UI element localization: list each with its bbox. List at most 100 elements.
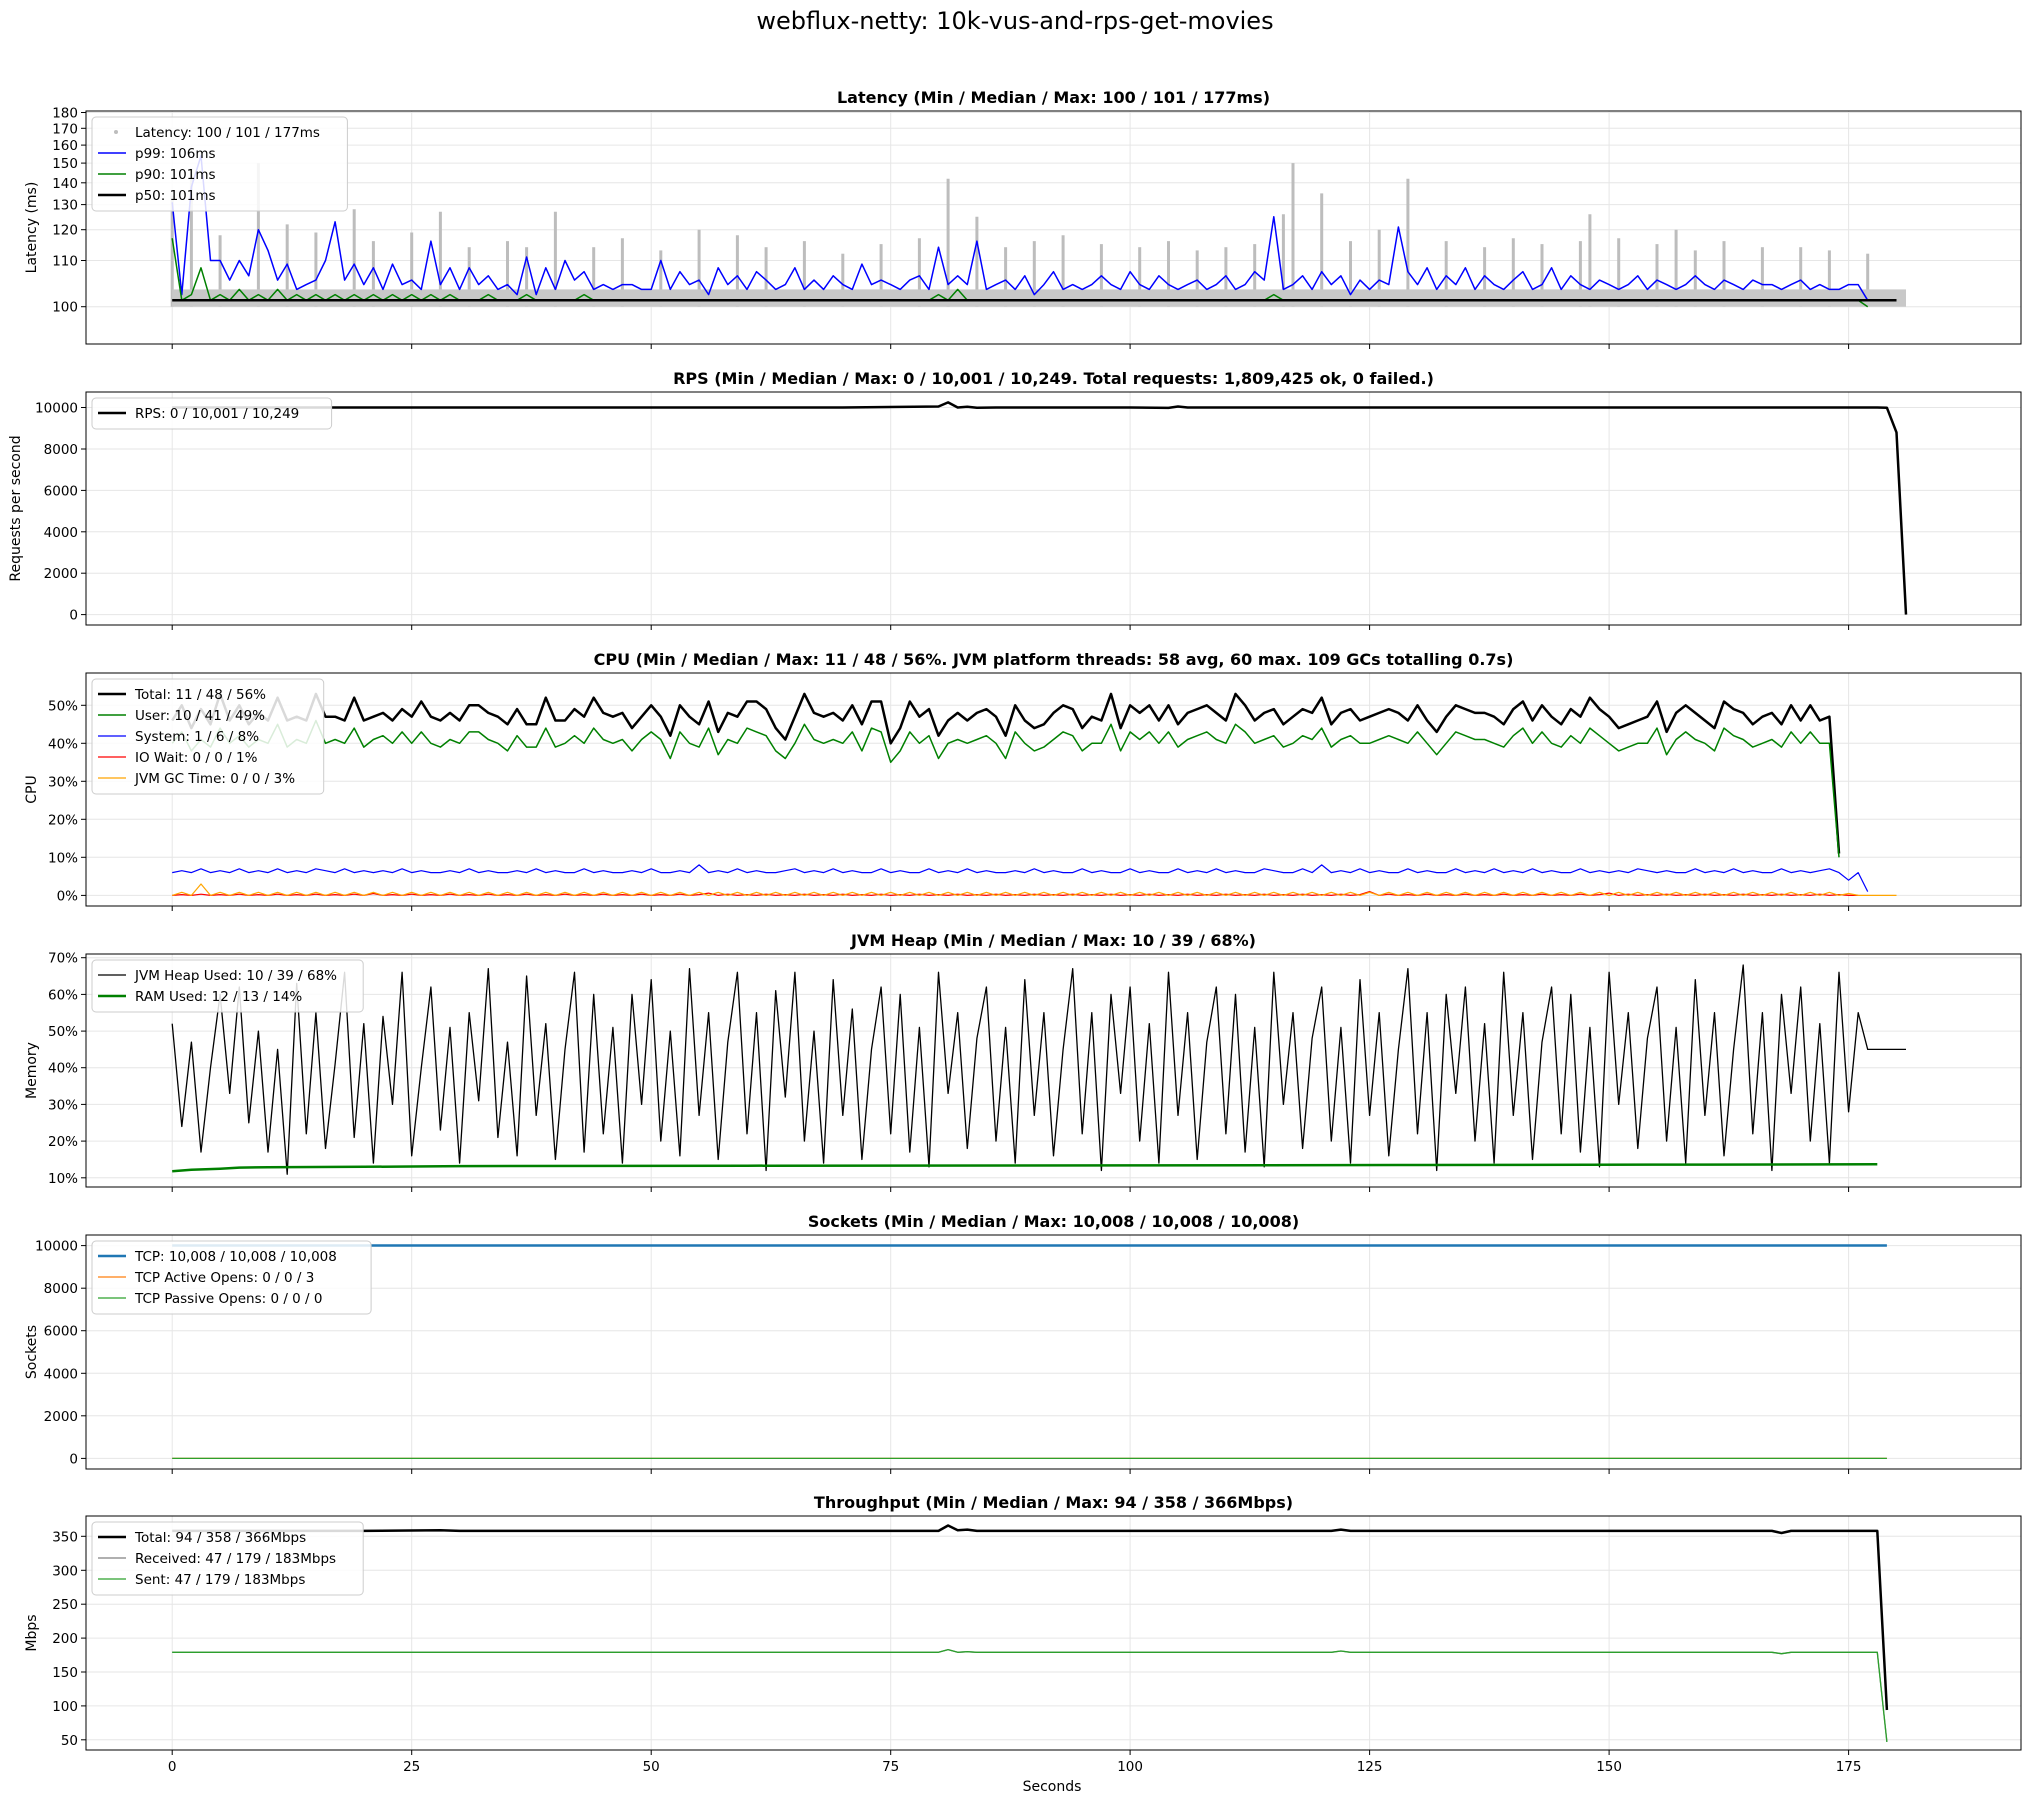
panel-title: JVM Heap (Min / Median / Max: 10 / 39 / … xyxy=(850,931,1256,950)
y-tick-label: 70% xyxy=(48,951,78,967)
legend-label: p50: 101ms xyxy=(135,188,216,204)
y-tick-label: 0% xyxy=(57,888,79,904)
x-axis-label: Seconds xyxy=(1023,1779,1082,1795)
y-tick-label: 100 xyxy=(52,1699,78,1715)
axes-frame xyxy=(85,1234,2022,1470)
x-tick-label: 175 xyxy=(1836,1759,1862,1775)
x-tick-label: 125 xyxy=(1357,1759,1383,1775)
y-tick-label: 0 xyxy=(69,1451,78,1467)
axes-frame xyxy=(85,953,2022,1188)
y-tick-label: 50 xyxy=(61,1733,78,1749)
x-tick-label: 100 xyxy=(1117,1759,1143,1775)
legend-label: Total: 94 / 358 / 366Mbps xyxy=(134,1530,306,1546)
series-line-4 xyxy=(172,883,1897,897)
y-tick-label: 160 xyxy=(52,138,78,154)
y-tick-label: 6000 xyxy=(44,1324,78,1340)
y-tick-label: 40% xyxy=(48,1061,78,1077)
y-tick-label: 120 xyxy=(52,223,78,239)
y-tick-label: 30% xyxy=(48,1097,78,1113)
series-line-1 xyxy=(171,155,1869,301)
legend-label: Sent: 47 / 179 / 183Mbps xyxy=(135,1572,305,1588)
legend-marker xyxy=(114,130,118,134)
panel-title: Latency (Min / Median / Max: 100 / 101 /… xyxy=(837,88,1270,107)
legend-label: JVM GC Time: 0 / 0 / 3% xyxy=(134,771,295,787)
y-axis-label: CPU xyxy=(24,775,40,803)
series-line-2 xyxy=(172,864,1869,892)
legend-box xyxy=(91,1240,372,1315)
x-tick-label: 0 xyxy=(168,1759,177,1775)
y-tick-label: 40% xyxy=(48,736,78,752)
x-tick-label: 50 xyxy=(643,1759,660,1775)
series-line-0 xyxy=(172,1524,1889,1711)
series-line-0 xyxy=(172,401,1908,615)
legend: Total: 94 / 358 / 366Mbps Received: 47 / … xyxy=(91,1521,364,1596)
legend: JVM Heap Used: 10 / 39 / 68% RAM Used: 12… xyxy=(91,959,364,1013)
legend: RPS: 0 / 10,001 / 10,249 xyxy=(91,397,333,430)
figure-title: webflux-netty: 10k-vus-and-rps-get-movie… xyxy=(756,7,1273,35)
legend-label: RPS: 0 / 10,001 / 10,249 xyxy=(135,406,299,422)
y-tick-label: 10000 xyxy=(35,401,78,417)
legend-box xyxy=(91,678,325,795)
y-tick-label: 130 xyxy=(52,198,78,214)
legend-label: User: 10 / 41 / 49% xyxy=(135,708,265,724)
y-tick-label: 150 xyxy=(52,156,78,172)
legend-label: TCP: 10,008 / 10,008 / 10,008 xyxy=(134,1249,337,1265)
series-line-1 xyxy=(172,1163,1878,1173)
y-tick-label: 170 xyxy=(52,121,78,137)
legend: TCP: 10,008 / 10,008 / 10,008 TCP Active … xyxy=(91,1240,372,1315)
y-tick-label: 2000 xyxy=(44,566,78,582)
y-tick-label: 8000 xyxy=(44,442,78,458)
y-tick-label: 110 xyxy=(52,254,78,270)
y-axis-label: Requests per second xyxy=(8,435,24,581)
x-tick-label: 25 xyxy=(403,1759,420,1775)
series-line-0 xyxy=(171,964,1906,1175)
y-tick-label: 0 xyxy=(69,608,78,624)
y-tick-label: 8000 xyxy=(44,1281,78,1297)
y-tick-label: 150 xyxy=(52,1665,78,1681)
panel-4: 0 2000 4000 6000 8000 10000 Sockets (Min / Med… xyxy=(24,1212,2022,1474)
y-tick-label: 10000 xyxy=(35,1239,78,1255)
series-line-0 xyxy=(171,692,1841,854)
legend-box xyxy=(91,397,333,430)
panel-3: 10% 20% 30% 40% 50% 60% 70% JVM Heap (Min / Med… xyxy=(24,931,2022,1192)
legend: Latency: 100 / 101 / 177ms p99: 106ms p90:… xyxy=(91,116,348,212)
legend-label: p90: 101ms xyxy=(135,167,216,183)
legend: Total: 11 / 48 / 56% User: 10 / 41 / 49% S… xyxy=(91,678,325,795)
legend-label: JVM Heap Used: 10 / 39 / 68% xyxy=(134,968,337,984)
y-tick-label: 300 xyxy=(52,1563,78,1579)
series-line-2 xyxy=(172,1648,1888,1742)
legend-label: TCP Passive Opens: 0 / 0 / 0 xyxy=(134,1291,322,1307)
y-tick-label: 2000 xyxy=(44,1409,78,1425)
legend-label: Latency: 100 / 101 / 177ms xyxy=(135,125,320,141)
panel-5: 50 100 150 200 250 300 350 0 25 50 75 100 125 150 175 T… xyxy=(24,1493,2022,1775)
legend-label: System: 1 / 6 / 8% xyxy=(135,729,259,745)
legend-label: IO Wait: 0 / 0 / 1% xyxy=(135,750,258,766)
panel-title: CPU (Min / Median / Max: 11 / 48 / 56%. … xyxy=(594,650,1514,669)
y-tick-label: 30% xyxy=(48,774,78,790)
series-line-3 xyxy=(172,890,1859,897)
y-tick-label: 20% xyxy=(48,812,78,828)
axes-frame xyxy=(85,110,2022,345)
legend-label: Total: 11 / 48 / 56% xyxy=(134,687,266,703)
y-tick-label: 4000 xyxy=(44,525,78,541)
x-tick-label: 75 xyxy=(882,1759,899,1775)
panel-1: 0 2000 4000 6000 8000 10000 RPS (Min / Median … xyxy=(8,369,2022,630)
y-tick-label: 250 xyxy=(52,1597,78,1613)
latency-scatter xyxy=(170,163,1907,307)
series-line-1 xyxy=(171,719,1840,858)
y-tick-label: 4000 xyxy=(44,1366,78,1382)
x-tick-label: 150 xyxy=(1596,1759,1622,1775)
legend-box xyxy=(91,116,348,212)
y-tick-label: 50% xyxy=(48,1024,78,1040)
y-tick-label: 10% xyxy=(48,850,78,866)
axes-frame xyxy=(85,672,2022,907)
y-axis-label: Sockets xyxy=(24,1325,40,1379)
y-tick-label: 60% xyxy=(48,987,78,1003)
y-tick-label: 10% xyxy=(48,1171,78,1187)
panel-title: Throughput (Min / Median / Max: 94 / 358… xyxy=(814,1493,1293,1512)
y-tick-label: 100 xyxy=(52,300,78,316)
latency-scatter-band xyxy=(172,289,1907,307)
panel-2: 0% 10% 20% 30% 40% 50% CPU (Min / Median / Max… xyxy=(24,650,2022,911)
axes-frame xyxy=(85,1515,2022,1751)
